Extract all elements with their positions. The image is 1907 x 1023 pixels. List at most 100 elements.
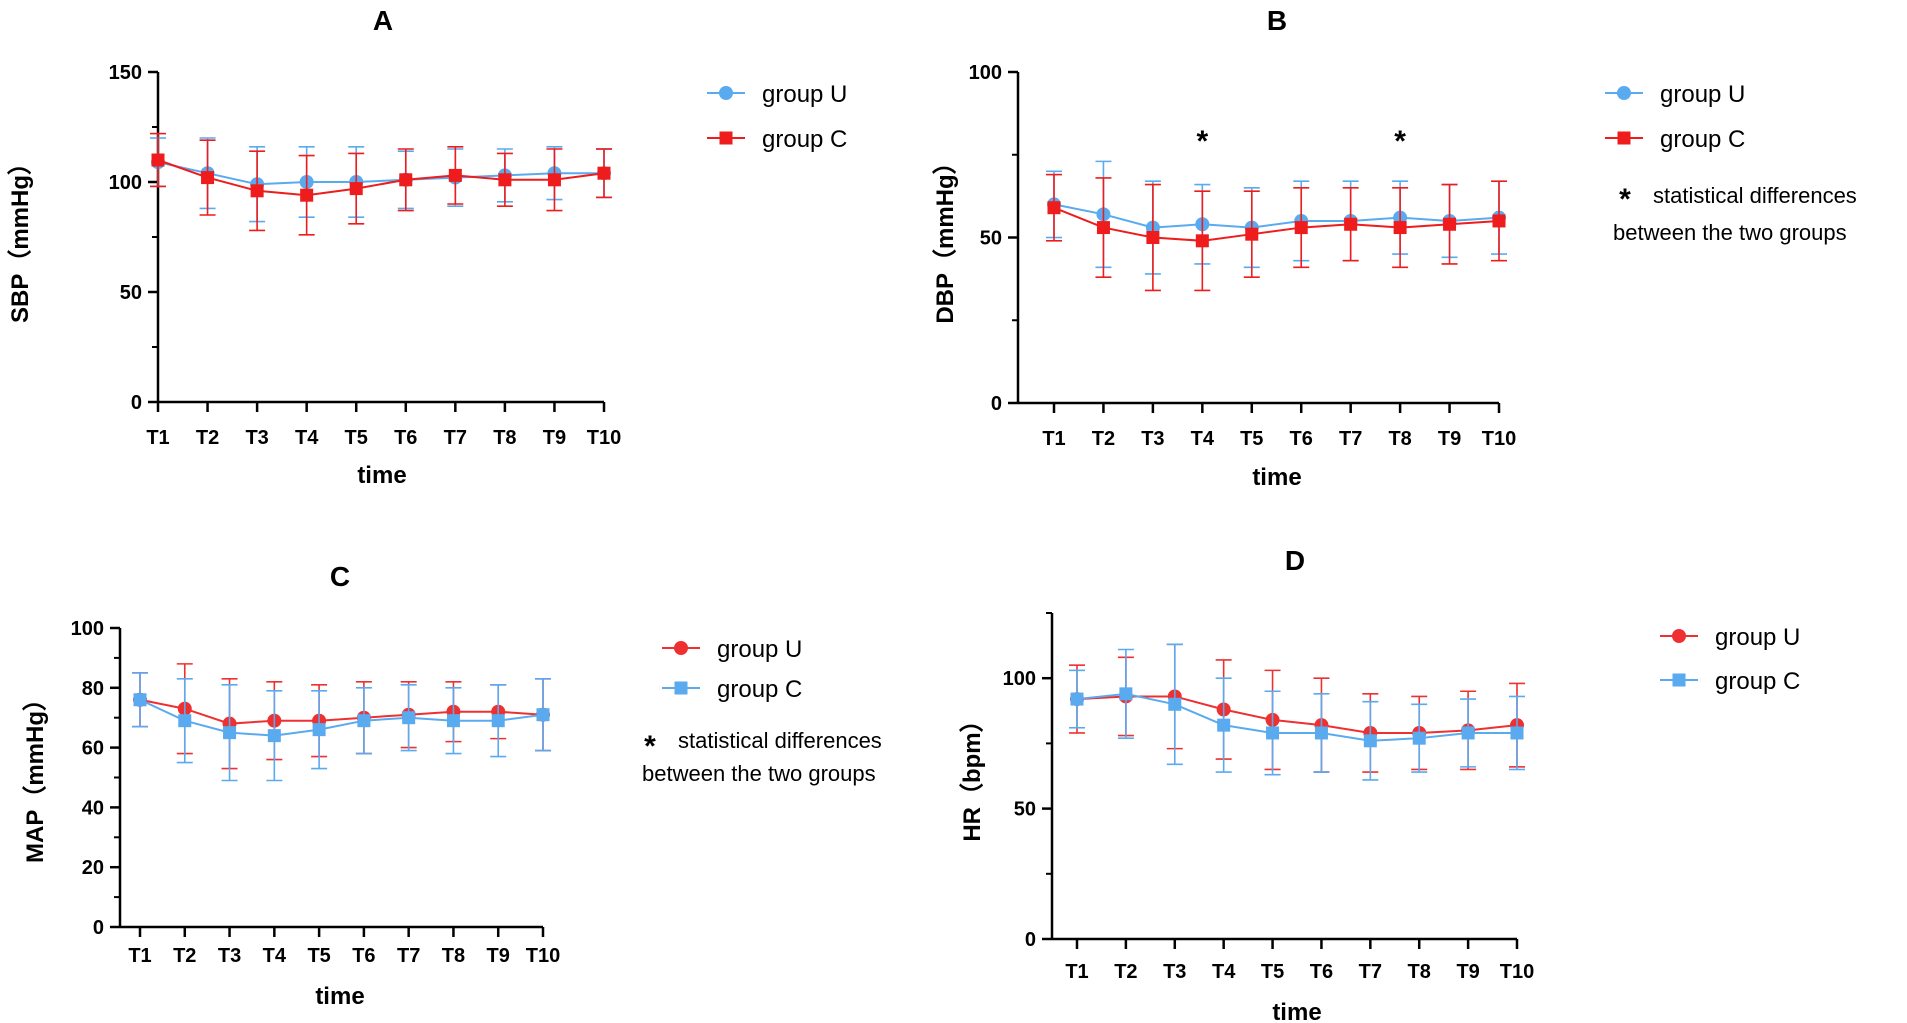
legend-label: group C [1660,126,1745,153]
y-tick-label: 0 [131,392,142,414]
y-tick-label: 40 [82,797,104,819]
data-point [178,714,192,728]
x-axis-title: time [357,462,406,489]
panel-title: B [1267,5,1287,36]
legend-marker [674,681,688,695]
x-tick-label: T8 [493,427,516,449]
x-tick-label: T7 [1339,428,1362,450]
legend-label: group C [1715,668,1800,695]
data-point [1245,227,1259,241]
x-tick-label: T5 [307,945,330,967]
x-tick-label: T10 [1500,961,1534,983]
x-tick-label: T3 [218,945,241,967]
x-tick-label: T8 [442,945,465,967]
x-tick-label: T2 [1092,428,1115,450]
x-tick-label: T3 [1141,428,1164,450]
x-tick-label: T1 [1042,428,1065,450]
data-point [357,714,371,728]
data-point [267,729,281,743]
x-tick-label: T6 [1290,428,1313,450]
data-point [151,153,165,167]
data-point [1344,217,1358,231]
legend-label: group U [1715,624,1800,651]
series-line [1076,692,1517,742]
series-line [1076,695,1518,734]
data-point [1314,726,1328,740]
legend-label: group U [717,636,802,663]
x-tick-label: T6 [1310,961,1333,983]
x-tick-label: T2 [1114,961,1137,983]
note-star: * [1619,183,1631,216]
data-point [1047,201,1061,215]
x-tick-label: T1 [1065,961,1088,983]
data-point [1294,221,1308,235]
data-point [223,726,237,740]
x-tick-label: T8 [1388,428,1411,450]
data-point [201,171,215,185]
data-point [1266,726,1280,740]
series-group-c [1046,173,1507,292]
y-tick-label: 0 [1025,929,1036,951]
series-line [139,698,544,725]
series-line [157,159,605,197]
y-axis-title: MAP（mmHg） [22,687,49,863]
legend-marker [719,86,733,100]
data-point [597,166,611,180]
data-point [1096,221,1110,235]
series-group-c [132,672,551,782]
y-tick-label: 100 [1003,668,1036,690]
x-tick-label: T6 [352,945,375,967]
note-line-2: between the two groups [642,761,876,786]
data-point [547,173,561,187]
x-tick-label: T5 [345,427,368,449]
series-line [1053,206,1500,242]
data-point [1412,731,1426,745]
y-tick-label: 100 [71,618,104,640]
x-tick-label: T4 [1212,961,1236,983]
series-group-c [150,132,612,236]
x-tick-label: T2 [173,945,196,967]
x-axis-title: time [315,983,364,1010]
data-point [1070,692,1084,706]
data-point [536,708,550,722]
y-axis-title: HR（bpm） [959,708,986,841]
y-tick-label: 100 [969,62,1002,84]
data-point [349,182,363,196]
note-line-2: between the two groups [1613,220,1847,245]
legend-label: group C [762,126,847,153]
data-point [312,723,326,737]
data-point [1492,214,1506,228]
series-line [139,698,544,737]
legend-label: group U [762,81,847,108]
y-tick-label: 50 [120,282,142,304]
legend-marker [674,641,688,655]
panel-title: C [330,561,350,592]
significance-star: * [1394,125,1406,158]
x-tick-label: T9 [1438,428,1461,450]
x-tick-label: T1 [128,945,151,967]
x-axis-title: time [1272,999,1321,1023]
note-line-1: statistical differences [678,728,882,753]
x-tick-label: T5 [1261,961,1284,983]
series-group-u [1069,643,1525,773]
x-tick-label: T9 [543,427,566,449]
data-point [1461,726,1475,740]
series-line [157,161,604,186]
legend-marker [719,131,733,145]
x-tick-label: T10 [1482,428,1516,450]
x-tick-label: T7 [444,427,467,449]
legend-marker [1617,86,1631,100]
x-tick-label: T8 [1408,961,1431,983]
data-point [1168,697,1182,711]
y-tick-label: 60 [82,738,104,760]
y-tick-label: 0 [991,393,1002,415]
series-group-c [1069,643,1525,781]
y-tick-label: 50 [1014,799,1036,821]
y-tick-label: 80 [82,678,104,700]
x-tick-label: T10 [526,945,560,967]
panel-c: C 0 20 40 60 80 100 T1 T2 T3 T4 T5 T6 T7 T8 T9 T10 time MA… [22,561,882,1010]
x-tick-label: T3 [245,427,268,449]
series-line [1053,203,1500,229]
y-tick-label: 20 [82,857,104,879]
